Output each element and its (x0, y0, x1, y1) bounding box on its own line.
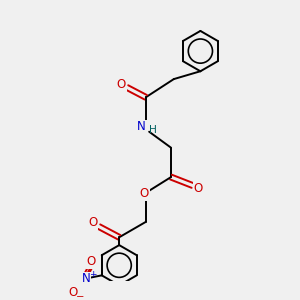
Text: O: O (88, 216, 97, 229)
Text: N: N (137, 120, 146, 133)
Text: O: O (69, 286, 78, 299)
Text: O: O (87, 255, 96, 268)
Text: H: H (149, 125, 157, 135)
Text: O: O (140, 188, 149, 200)
Text: N: N (82, 272, 91, 286)
Text: −: − (76, 292, 84, 300)
Text: +: + (89, 270, 96, 279)
Text: O: O (117, 78, 126, 91)
Text: O: O (194, 182, 203, 195)
